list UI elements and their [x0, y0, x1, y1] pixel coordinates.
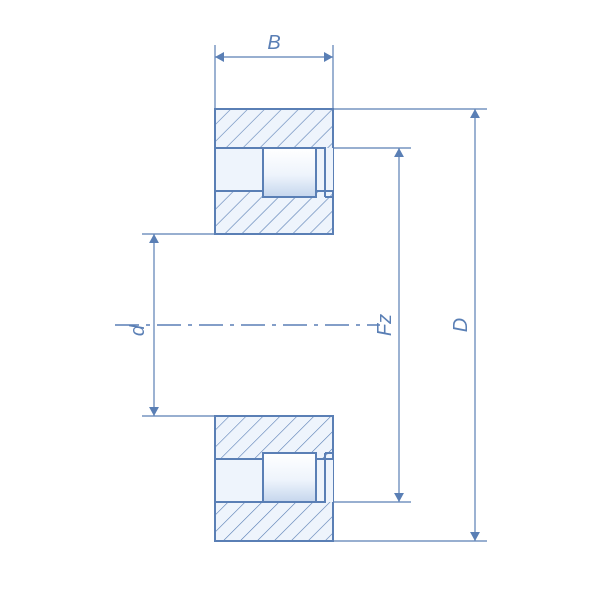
dim-label-d: d [127, 324, 149, 336]
bearing-cross-section-diagram: Bd Fz D [0, 0, 600, 600]
dim-label-Fz: Fz [374, 314, 396, 336]
dim-label-D: D [450, 318, 472, 332]
dim-label-B: B [267, 32, 280, 54]
